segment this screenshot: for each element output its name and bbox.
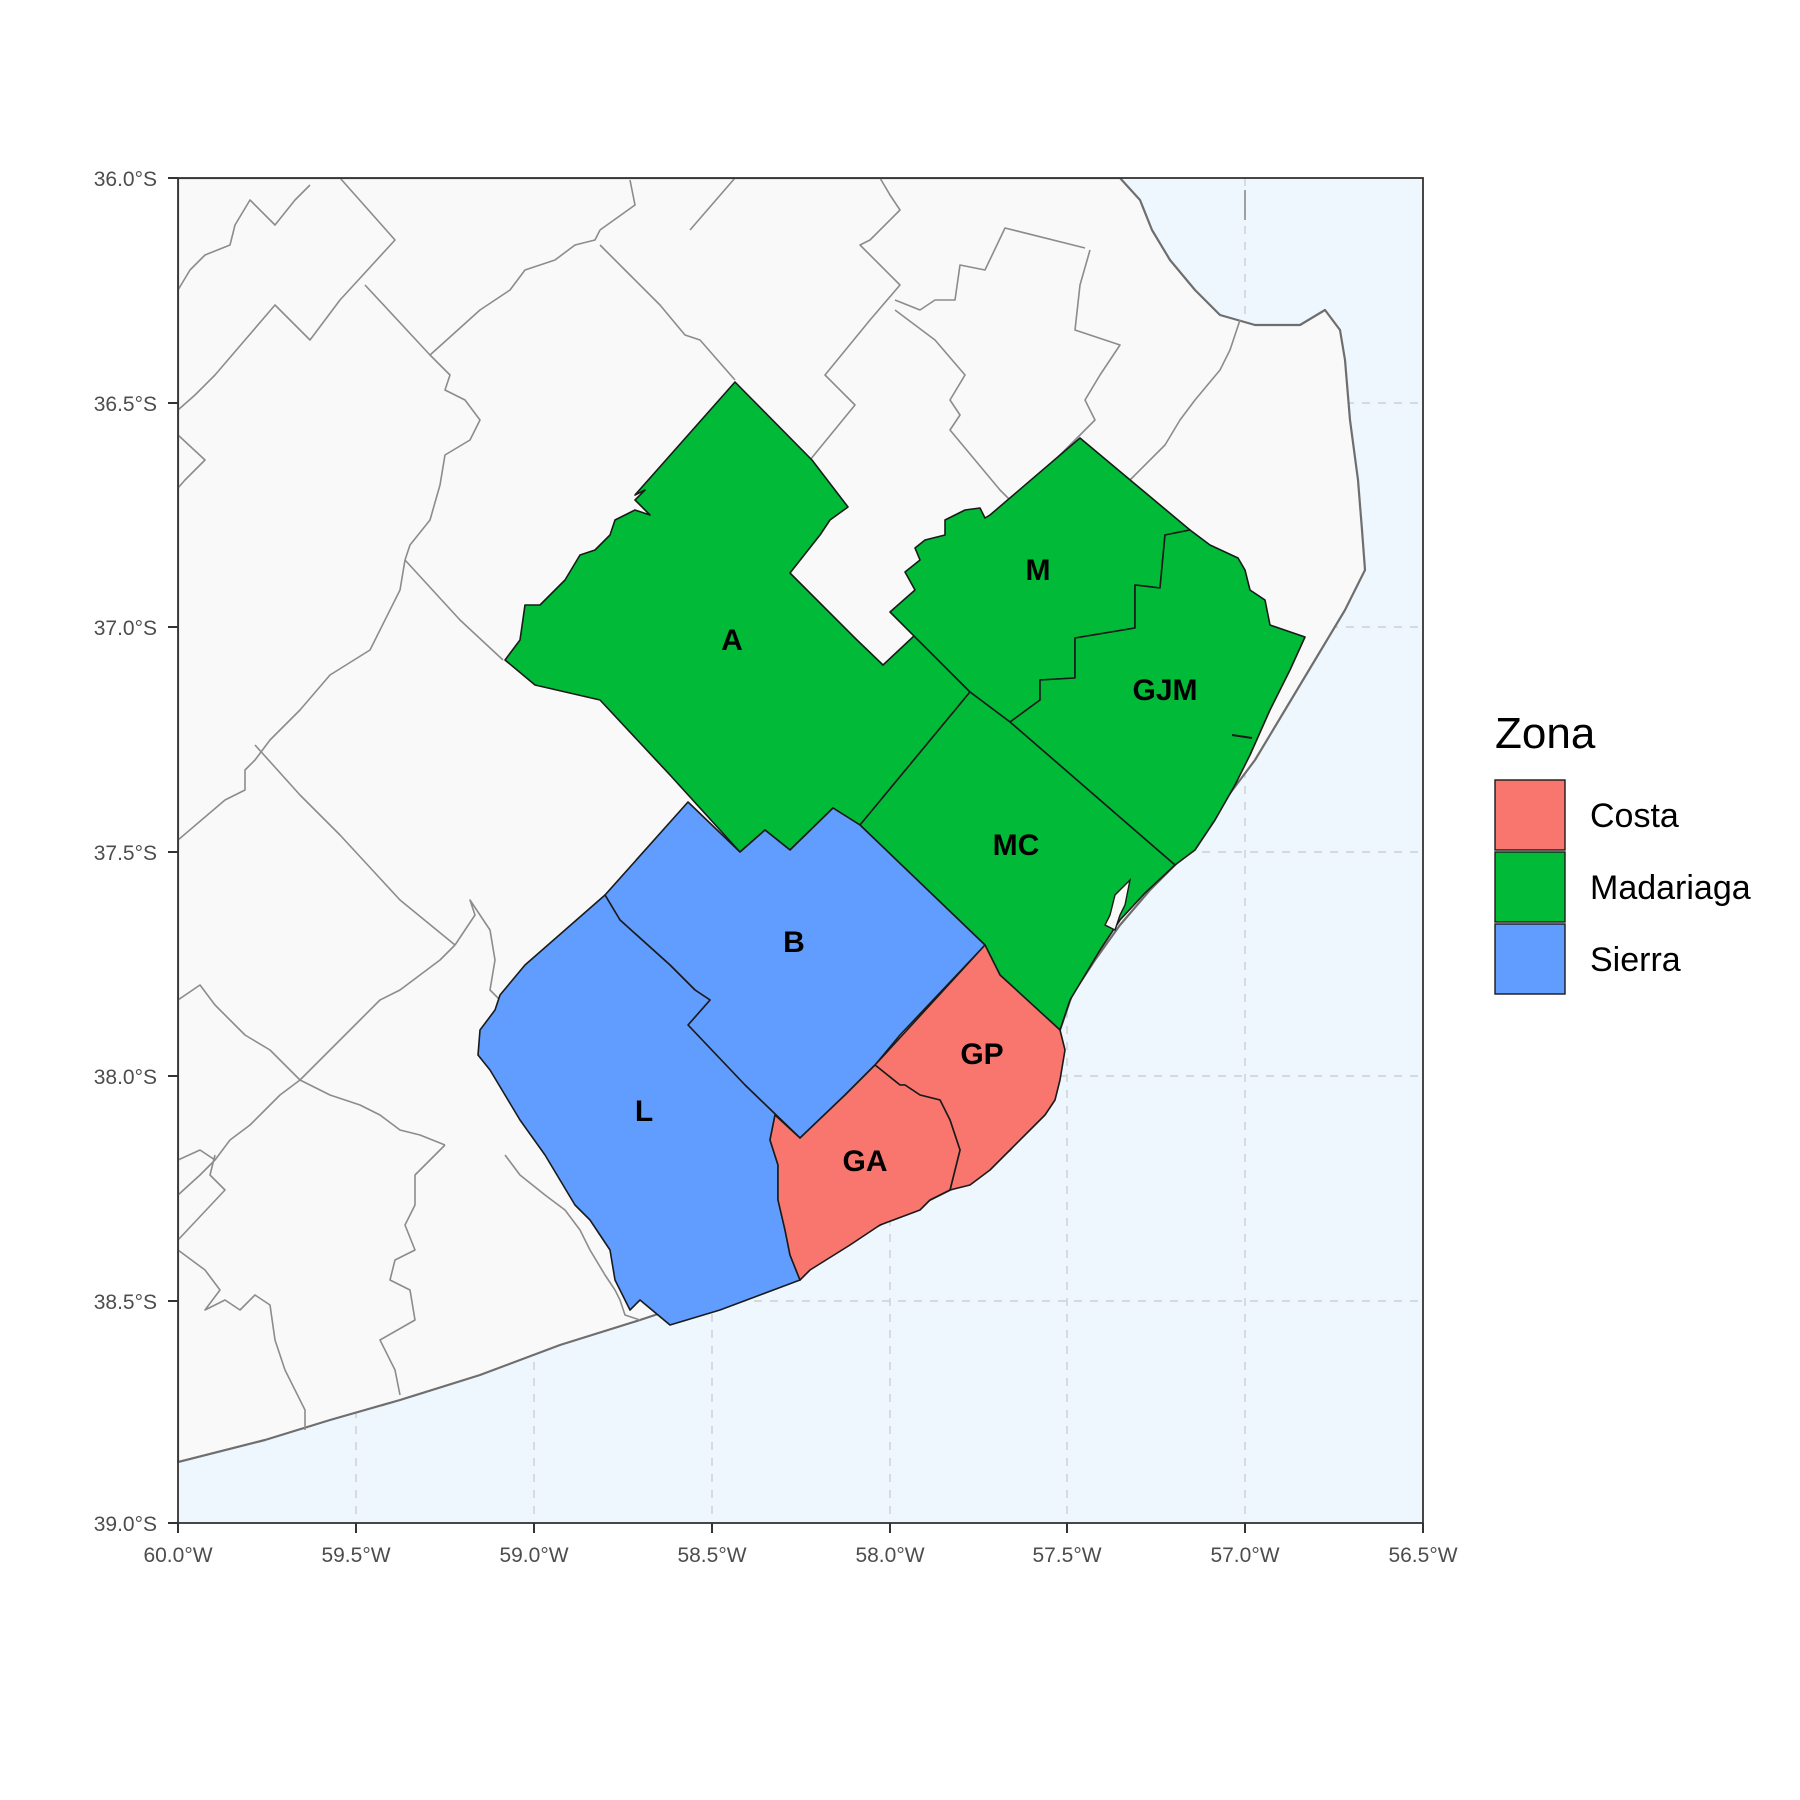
x-tick-label: 56.5°W <box>1388 1544 1457 1567</box>
x-tick-label: 59.0°W <box>499 1544 568 1567</box>
region-label-m: M <box>1026 554 1051 587</box>
x-tick-label: 57.0°W <box>1210 1544 1279 1567</box>
lagoon <box>1104 877 1132 931</box>
boundary-line <box>599 244 736 381</box>
y-tick-label: 38.0°S <box>94 1066 157 1089</box>
y-tick-label: 37.5°S <box>94 842 157 865</box>
region-label-a: A <box>721 624 743 657</box>
region-label-mc: MC <box>993 829 1040 862</box>
boundary-line <box>894 227 1086 311</box>
boundary-line <box>809 178 901 461</box>
boundary-line <box>364 284 481 561</box>
y-axis: 36.0°S 36.5°S 37.0°S 37.5°S 38.0°S 38.5°… <box>94 168 178 1536</box>
legend: Zona Costa Madariaga Sierra <box>1494 709 1751 995</box>
region-l[interactable] <box>477 894 801 1326</box>
legend-swatch-costa <box>1494 779 1566 851</box>
boundary-line <box>178 559 406 841</box>
boundary-line <box>689 178 736 231</box>
x-tick-label: 58.5°W <box>677 1544 746 1567</box>
boundary-line <box>894 309 1016 506</box>
x-tick-label: 59.5°W <box>321 1544 390 1567</box>
boundary-line <box>429 229 601 356</box>
y-tick-label: 38.5°S <box>94 1291 157 1314</box>
x-tick-label: 57.5°W <box>1032 1544 1101 1567</box>
region-label-l: L <box>635 1095 653 1128</box>
region-ga[interactable] <box>769 1064 961 1281</box>
region-label-b: B <box>783 926 805 959</box>
region-labels: A M GJM MC B L GP GA <box>635 554 1198 1178</box>
boundary-line <box>178 178 396 411</box>
legend-title: Zona <box>1495 709 1596 758</box>
boundary-line <box>599 179 636 231</box>
boundary-line <box>178 1149 216 1161</box>
legend-swatch-sierra <box>1494 923 1566 995</box>
y-tick-label: 39.0°S <box>94 1513 157 1536</box>
x-axis: 60.0°W 59.5°W 59.0°W 58.5°W 58.0°W 57.5°… <box>143 1523 1458 1567</box>
boundary-line <box>379 1144 446 1396</box>
legend-label-madariaga: Madariaga <box>1590 869 1751 907</box>
boundary-line <box>178 1154 226 1241</box>
boundary-line <box>504 1154 641 1321</box>
inlet-mark <box>1231 734 1253 739</box>
neighbour-boundaries <box>178 178 1246 1430</box>
zones <box>477 381 1306 1326</box>
x-tick-label: 58.0°W <box>855 1544 924 1567</box>
region-gjm[interactable] <box>1009 529 1306 866</box>
boundary-line <box>454 899 501 1001</box>
boundary-line <box>178 1249 306 1430</box>
boundary-line <box>254 744 456 946</box>
region-a[interactable] <box>504 381 971 853</box>
boundary-line <box>178 434 206 489</box>
y-tick-label: 36.5°S <box>94 393 157 416</box>
x-tick-label: 60.0°W <box>143 1544 212 1567</box>
legend-label-sierra: Sierra <box>1590 941 1681 979</box>
legend-label-costa: Costa <box>1590 797 1679 835</box>
y-tick-label: 37.0°S <box>94 617 157 640</box>
region-label-gp: GP <box>960 1038 1003 1071</box>
region-label-ga: GA <box>843 1145 888 1178</box>
region-label-gjm: GJM <box>1132 674 1197 707</box>
legend-swatch-madariaga <box>1494 851 1566 923</box>
boundary-line <box>178 184 311 291</box>
boundary-line <box>299 1079 446 1146</box>
y-tick-label: 36.0°S <box>94 168 157 191</box>
panel-border <box>177 177 1424 1524</box>
boundary-line <box>404 559 504 661</box>
boundary-line <box>1129 319 1241 481</box>
boundary-line <box>178 984 301 1081</box>
